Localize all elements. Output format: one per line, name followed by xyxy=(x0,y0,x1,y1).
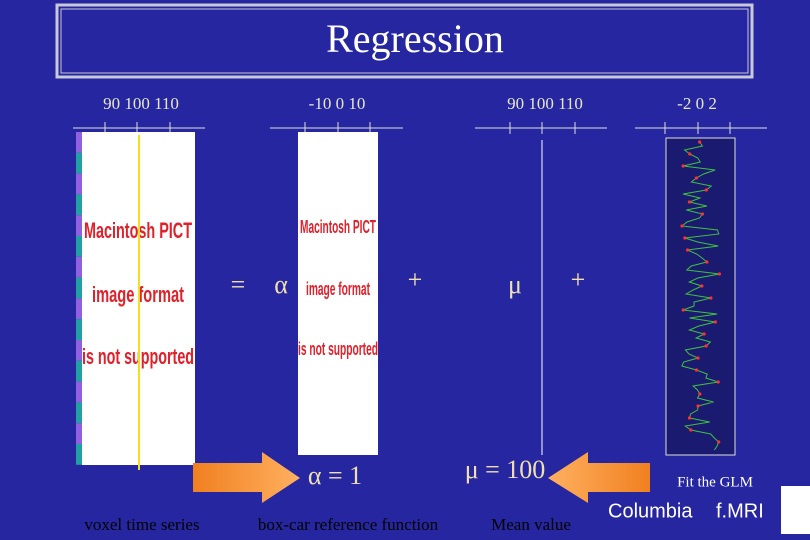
residual-dot xyxy=(687,200,692,204)
residual-dot xyxy=(689,428,693,432)
stripe-segment xyxy=(76,173,82,195)
stripe-segment xyxy=(76,298,82,320)
residual-dot xyxy=(704,344,708,348)
stripe-segment xyxy=(76,132,82,153)
residual-dot xyxy=(681,308,685,312)
stripe-segment xyxy=(76,360,82,382)
axis-label: 90 100 110 xyxy=(507,94,583,113)
residual-dot xyxy=(700,284,704,288)
fit-label: Fit the GLM xyxy=(677,474,753,490)
residual-dot xyxy=(705,260,709,264)
residual-dot xyxy=(687,416,692,420)
caption: Mean value xyxy=(491,515,571,534)
caption: box-car reference function xyxy=(258,515,439,534)
residual-dot xyxy=(696,404,700,408)
plus: + xyxy=(408,265,423,294)
image-placeholder xyxy=(298,132,378,455)
axis-label: -2 0 2 xyxy=(677,94,717,113)
title-box xyxy=(55,3,754,79)
residual-dot xyxy=(698,140,702,144)
stripe-segment xyxy=(76,277,82,299)
alpha-value: α = 1 xyxy=(308,461,362,490)
residual-dot xyxy=(717,440,721,444)
stripe-segment xyxy=(76,319,82,340)
axis-label: 90 100 110 xyxy=(103,94,179,113)
alpha: α xyxy=(274,270,288,299)
thumbnail xyxy=(781,486,810,534)
residual-dot xyxy=(704,188,708,192)
stripe-segment xyxy=(76,236,82,257)
placeholder-line: image format xyxy=(306,279,370,299)
design-stripe xyxy=(76,132,82,465)
residual-dot xyxy=(700,212,705,216)
residual-dot xyxy=(688,152,692,156)
stripe-segment xyxy=(76,256,82,278)
residual-dot xyxy=(694,368,699,372)
caption: voxel time series xyxy=(84,515,199,534)
residual-dot xyxy=(717,272,722,276)
placeholder-text: Macintosh PICT image format is not suppo… xyxy=(298,217,378,359)
mu-value: μ = 100 xyxy=(465,455,546,484)
residual-dot xyxy=(702,332,706,336)
stripe-segment xyxy=(76,423,82,444)
plus: + xyxy=(571,265,586,294)
residual-dot xyxy=(716,380,720,384)
stripe-segment xyxy=(76,381,82,403)
residual-dot xyxy=(683,236,687,240)
residual-dot xyxy=(680,224,684,228)
residual-dot xyxy=(694,176,699,180)
stripe-segment xyxy=(76,444,82,465)
arrow-right xyxy=(193,452,300,503)
residual-dot xyxy=(696,356,700,360)
stripe-segment xyxy=(76,340,82,361)
residual-dot xyxy=(698,392,702,396)
equals: = xyxy=(231,270,246,299)
placeholder-line: is not supported xyxy=(298,339,378,359)
residual-dot xyxy=(709,296,713,300)
mu: μ xyxy=(508,270,522,299)
stripe-segment xyxy=(76,194,82,216)
stripe-segment xyxy=(76,152,82,174)
arrow-left xyxy=(548,452,650,503)
footer: Columbia xyxy=(608,500,693,522)
residual-dot xyxy=(713,320,717,324)
residual-dot xyxy=(685,248,690,252)
placeholder-line: Macintosh PICT xyxy=(300,217,376,237)
stripe-segment xyxy=(76,402,82,424)
title: Regression xyxy=(326,16,504,61)
axis-label: -10 0 10 xyxy=(309,94,366,113)
footer: f.MRI xyxy=(716,500,764,522)
residual-plot xyxy=(680,140,722,451)
title-box-inner xyxy=(60,8,749,74)
residual-dot xyxy=(681,164,685,168)
residual-line xyxy=(680,141,720,451)
stripe-segment xyxy=(76,215,82,236)
